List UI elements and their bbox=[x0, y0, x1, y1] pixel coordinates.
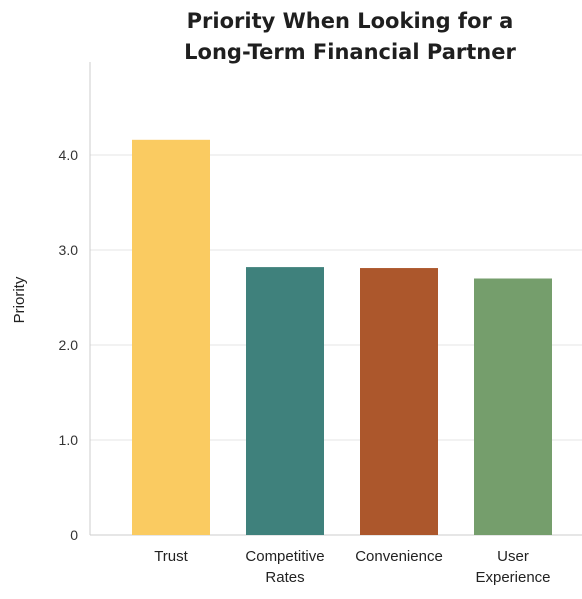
bar-1 bbox=[246, 267, 324, 535]
y-tick-label: 4.0 bbox=[59, 147, 79, 163]
y-tick-label: 2.0 bbox=[59, 337, 79, 353]
y-axis-label: Priority bbox=[11, 276, 28, 323]
labels: 0 1.0 2.0 3.0 4.0 Trust Competitive Rates Conven… bbox=[59, 147, 551, 586]
x-category-label-line: Convenience bbox=[355, 548, 443, 565]
bar-2 bbox=[360, 268, 438, 535]
chart-title-line-2: Long-Term Financial Partner bbox=[184, 40, 516, 64]
y-tick-label: 0 bbox=[70, 527, 78, 543]
x-category-label-line: Rates bbox=[265, 569, 304, 586]
x-category-label-line: Experience bbox=[475, 569, 550, 586]
x-category-label-line: Trust bbox=[154, 548, 188, 565]
x-category-label-line: Competitive bbox=[245, 548, 324, 565]
x-category-label: User Experience bbox=[475, 548, 550, 586]
x-category-label: Competitive Rates bbox=[245, 548, 324, 586]
y-tick-label: 1.0 bbox=[59, 432, 79, 448]
chart-title-line-1: Priority When Looking for a bbox=[186, 9, 514, 33]
x-category-label: Trust bbox=[154, 548, 188, 565]
x-category-label-line: User bbox=[497, 548, 529, 565]
bar-0 bbox=[132, 139, 210, 536]
chart-title: Priority When Looking for a Long-Term Fi… bbox=[60, 6, 582, 68]
x-category-label: Convenience bbox=[355, 548, 443, 565]
bar-3 bbox=[474, 278, 552, 535]
y-tick-label: 3.0 bbox=[59, 242, 79, 258]
bars bbox=[132, 139, 552, 536]
